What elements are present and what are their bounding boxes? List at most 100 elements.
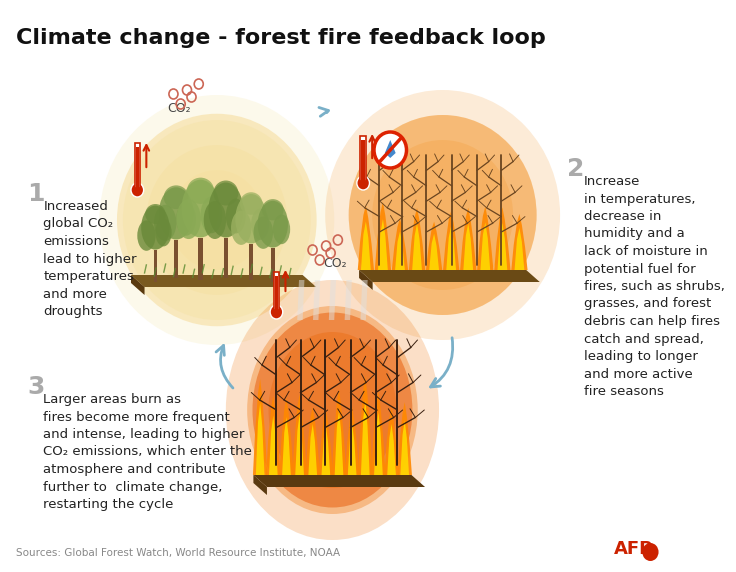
Polygon shape [426, 206, 442, 270]
Ellipse shape [123, 120, 311, 320]
Polygon shape [361, 403, 369, 475]
Polygon shape [384, 383, 399, 475]
Text: Sources: Global Forest Watch, World Resource Institute, NOAA: Sources: Global Forest Watch, World Reso… [16, 548, 340, 558]
Ellipse shape [170, 170, 263, 270]
Text: 3: 3 [27, 375, 44, 399]
Polygon shape [412, 218, 422, 270]
Polygon shape [460, 212, 476, 270]
Ellipse shape [145, 204, 166, 224]
Bar [135, 147, 139, 188]
Polygon shape [253, 403, 267, 475]
Polygon shape [253, 475, 425, 487]
Ellipse shape [99, 95, 334, 345]
Ellipse shape [226, 280, 439, 540]
Ellipse shape [231, 210, 252, 245]
Text: CO₂: CO₂ [167, 102, 191, 115]
Polygon shape [256, 422, 264, 475]
Ellipse shape [200, 197, 222, 233]
Ellipse shape [155, 219, 171, 247]
Polygon shape [345, 408, 359, 475]
Polygon shape [292, 407, 307, 475]
Ellipse shape [208, 182, 243, 237]
Polygon shape [131, 275, 316, 287]
Polygon shape [174, 240, 178, 278]
Ellipse shape [269, 332, 397, 488]
Polygon shape [348, 424, 356, 475]
Polygon shape [305, 388, 320, 475]
Circle shape [643, 543, 659, 561]
Circle shape [131, 183, 144, 197]
Circle shape [270, 305, 283, 319]
Polygon shape [361, 280, 368, 320]
Polygon shape [322, 424, 330, 475]
Polygon shape [282, 407, 291, 475]
Ellipse shape [187, 178, 214, 204]
Polygon shape [385, 140, 396, 158]
Text: Climate change - forest fire feedback loop: Climate change - forest fire feedback lo… [16, 28, 546, 48]
Polygon shape [359, 270, 539, 282]
Polygon shape [477, 216, 493, 270]
Text: AFP: AFP [615, 540, 654, 558]
Polygon shape [332, 394, 346, 475]
Polygon shape [253, 475, 267, 495]
Ellipse shape [177, 199, 201, 239]
Polygon shape [154, 250, 157, 282]
Ellipse shape [176, 202, 196, 236]
Ellipse shape [204, 201, 226, 239]
Polygon shape [443, 210, 459, 270]
Polygon shape [481, 230, 490, 270]
Polygon shape [512, 204, 528, 270]
Polygon shape [397, 387, 412, 475]
Bar [135, 143, 140, 188]
Polygon shape [498, 236, 507, 270]
Polygon shape [446, 225, 456, 270]
Polygon shape [335, 414, 343, 475]
Polygon shape [224, 238, 228, 278]
Polygon shape [297, 280, 305, 320]
Polygon shape [374, 422, 383, 475]
Ellipse shape [146, 145, 287, 295]
Polygon shape [378, 233, 388, 270]
Polygon shape [329, 280, 336, 320]
Ellipse shape [117, 114, 316, 326]
Ellipse shape [349, 115, 537, 315]
Polygon shape [279, 384, 294, 475]
Ellipse shape [154, 205, 177, 241]
Polygon shape [131, 275, 144, 295]
Ellipse shape [273, 214, 290, 244]
Polygon shape [359, 270, 372, 290]
Ellipse shape [252, 312, 412, 507]
Ellipse shape [141, 205, 169, 249]
Polygon shape [375, 221, 391, 270]
Ellipse shape [349, 115, 537, 315]
Text: Increase
in temperatures,
decrease in
humidity and a
lack of moisture in
potenti: Increase in temperatures, decrease in hu… [584, 175, 724, 398]
Polygon shape [429, 222, 439, 270]
Polygon shape [308, 410, 317, 475]
Ellipse shape [258, 201, 288, 248]
Ellipse shape [236, 194, 267, 244]
Polygon shape [358, 378, 372, 475]
Ellipse shape [182, 180, 219, 237]
Ellipse shape [253, 217, 273, 249]
Text: CO₂: CO₂ [323, 257, 347, 270]
Ellipse shape [325, 90, 560, 340]
Circle shape [357, 176, 369, 190]
Polygon shape [319, 407, 333, 475]
Polygon shape [271, 248, 275, 282]
Polygon shape [269, 425, 277, 475]
Polygon shape [400, 409, 409, 475]
Polygon shape [344, 280, 352, 320]
Polygon shape [392, 216, 408, 270]
Ellipse shape [159, 187, 194, 240]
Polygon shape [514, 221, 524, 270]
Ellipse shape [262, 199, 283, 220]
Polygon shape [295, 424, 304, 475]
Polygon shape [409, 200, 425, 270]
Polygon shape [495, 225, 511, 270]
Bar [361, 136, 366, 181]
Polygon shape [250, 244, 253, 280]
Text: Larger areas burn as
fires become more frequent
and intense, leading to higher
C: Larger areas burn as fires become more f… [43, 393, 252, 511]
Ellipse shape [163, 185, 188, 209]
Polygon shape [313, 280, 320, 320]
Polygon shape [361, 228, 371, 270]
